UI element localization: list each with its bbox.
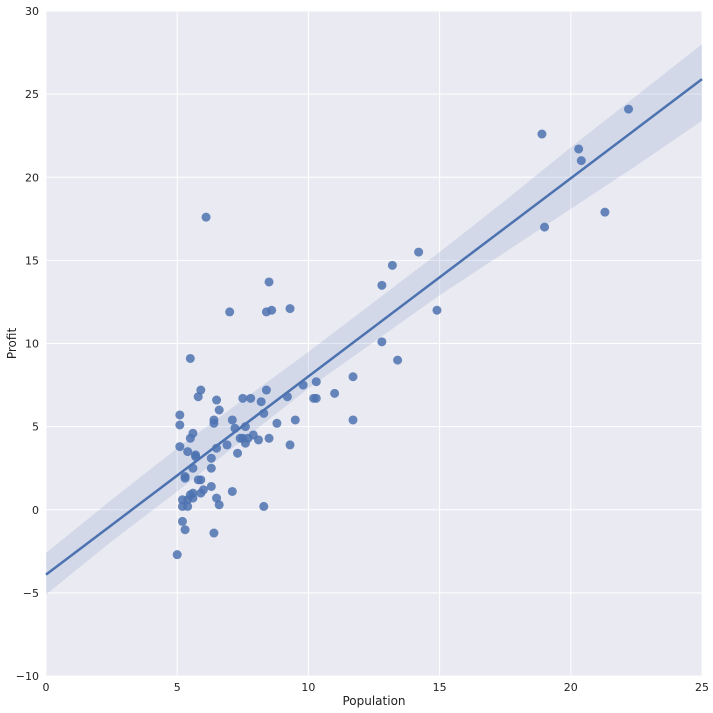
- data-point: [330, 388, 340, 398]
- data-point: [377, 337, 387, 347]
- x-tick-label: 10: [301, 681, 315, 694]
- data-point: [256, 397, 266, 407]
- data-point: [414, 247, 424, 257]
- data-point: [259, 408, 269, 418]
- data-point: [574, 144, 584, 154]
- y-axis-label: Profit: [5, 328, 19, 360]
- data-point: [576, 156, 586, 166]
- data-point: [198, 485, 208, 495]
- x-tick-label: 20: [564, 681, 578, 694]
- data-point: [188, 493, 198, 503]
- data-point: [193, 475, 203, 485]
- data-point: [222, 440, 232, 450]
- data-point: [537, 129, 547, 139]
- data-point: [183, 501, 193, 511]
- data-point: [267, 305, 277, 315]
- data-point: [201, 212, 211, 222]
- x-tick-label: 0: [43, 681, 50, 694]
- data-point: [240, 422, 250, 432]
- data-point: [191, 452, 201, 462]
- data-point: [285, 304, 295, 314]
- data-point: [233, 448, 243, 458]
- x-tick-label: 15: [433, 681, 447, 694]
- data-point: [290, 415, 300, 425]
- data-point: [377, 280, 387, 290]
- y-tick-label: 15: [25, 254, 39, 267]
- data-point: [177, 516, 187, 526]
- data-point: [432, 305, 442, 315]
- data-point: [175, 410, 185, 420]
- data-point: [175, 442, 185, 452]
- data-point: [185, 353, 195, 363]
- data-point: [214, 405, 224, 415]
- data-point: [238, 393, 248, 403]
- y-tick-label: 30: [25, 5, 39, 18]
- y-tick-label: −5: [23, 587, 39, 600]
- data-point: [264, 433, 274, 443]
- data-point: [172, 550, 182, 560]
- data-point: [206, 481, 216, 491]
- data-point: [230, 423, 240, 433]
- data-point: [261, 385, 271, 395]
- data-point: [624, 104, 634, 114]
- x-tick-label: 25: [695, 681, 709, 694]
- data-point: [209, 418, 219, 428]
- y-tick-labels: −10 −5 0 5 10 15 20 25 30: [16, 5, 39, 683]
- data-point: [348, 415, 358, 425]
- data-point: [180, 473, 190, 483]
- data-point: [259, 501, 269, 511]
- y-tick-label: 25: [25, 88, 39, 101]
- data-point: [254, 435, 264, 445]
- data-point: [285, 440, 295, 450]
- y-tick-label: 10: [25, 338, 39, 351]
- y-tick-label: −10: [16, 670, 39, 683]
- data-point: [183, 447, 193, 457]
- data-point: [282, 392, 292, 402]
- data-point: [185, 433, 195, 443]
- data-point: [348, 372, 358, 382]
- data-point: [212, 395, 222, 405]
- data-point: [298, 380, 308, 390]
- x-axis-label: Population: [342, 694, 405, 708]
- data-point: [264, 277, 274, 287]
- grid-lines: [45, 10, 703, 677]
- data-point: [387, 260, 397, 270]
- y-tick-label: 0: [32, 504, 39, 517]
- data-point: [311, 393, 321, 403]
- regression-line: [45, 78, 703, 576]
- x-tick-label: 5: [174, 681, 181, 694]
- y-tick-label: 20: [25, 171, 39, 184]
- data-point: [311, 377, 321, 387]
- x-tick-labels: 0 5 10 15 20 25: [43, 681, 710, 694]
- data-point: [212, 443, 222, 453]
- data-point: [214, 500, 224, 510]
- data-point: [206, 453, 216, 463]
- data-point: [225, 307, 235, 317]
- data-point: [227, 486, 237, 496]
- data-point: [246, 393, 256, 403]
- data-point: [206, 463, 216, 473]
- data-point: [227, 415, 237, 425]
- data-point: [180, 525, 190, 535]
- data-point: [540, 222, 550, 232]
- data-points: [172, 104, 634, 560]
- data-point: [600, 207, 610, 217]
- data-point: [196, 385, 206, 395]
- data-point: [272, 418, 282, 428]
- data-point: [393, 355, 403, 365]
- data-point: [209, 528, 219, 538]
- y-tick-label: 5: [32, 421, 39, 434]
- data-point: [175, 420, 185, 430]
- data-point: [188, 463, 198, 473]
